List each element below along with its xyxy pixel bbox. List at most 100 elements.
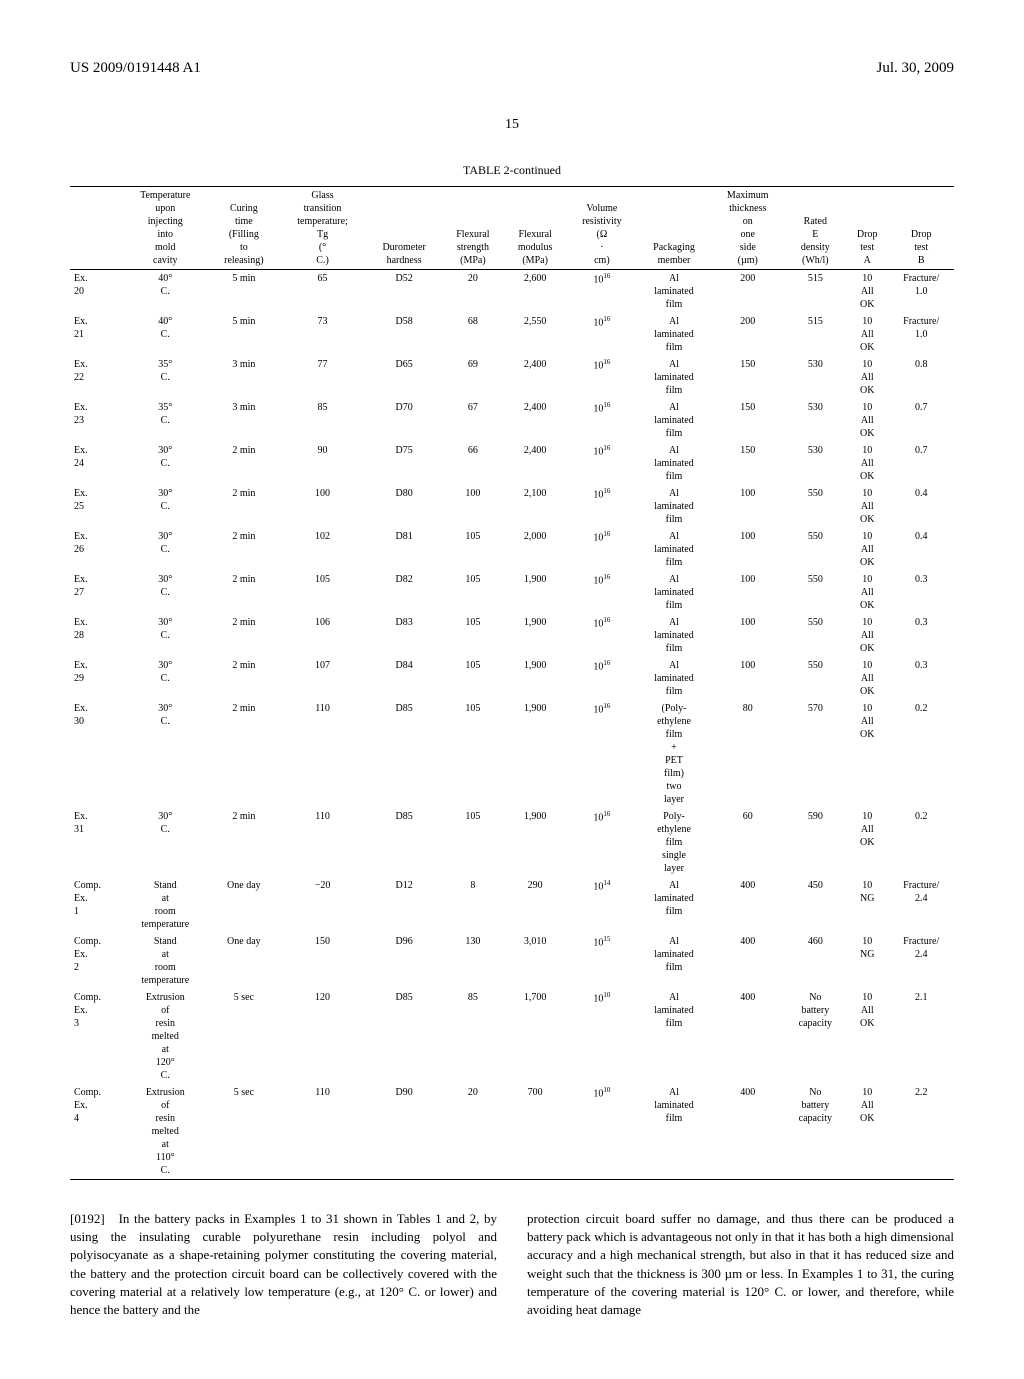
table-cell: 400 — [711, 933, 785, 989]
table-cell: 35°C. — [122, 356, 209, 399]
table-cell: 105 — [442, 657, 503, 700]
table-cell: 2,600 — [504, 270, 567, 314]
table-cell: 90 — [279, 442, 366, 485]
table-cell: 1,700 — [504, 989, 567, 1084]
table-row: Ex.2335°C.3 min85D70672,4001016Allaminat… — [70, 399, 954, 442]
table-cell: 40°C. — [122, 313, 209, 356]
table-cell: D85 — [366, 808, 442, 877]
table-cell: 0.7 — [888, 399, 954, 442]
table-cell: 150 — [711, 399, 785, 442]
table-cell: 1016 — [567, 442, 637, 485]
table-cell: Comp.Ex.1 — [70, 877, 122, 933]
table-cell: 110 — [279, 700, 366, 808]
table-cell: 30°C. — [122, 614, 209, 657]
table-cell: 0.2 — [888, 700, 954, 808]
table-cell: Allaminatedfilm — [637, 485, 711, 528]
table-cell: Allaminatedfilm — [637, 528, 711, 571]
table-cell: 85 — [442, 989, 503, 1084]
table-cell: 2 min — [209, 657, 279, 700]
table-cell: 550 — [785, 657, 846, 700]
table-cell: 30°C. — [122, 485, 209, 528]
table-cell: 1016 — [567, 313, 637, 356]
table-cell: 68 — [442, 313, 503, 356]
table-cell: D82 — [366, 571, 442, 614]
table-cell: 8 — [442, 877, 503, 933]
table-cell: 67 — [442, 399, 503, 442]
table-row: Ex.3030°C.2 min110D851051,9001016(Poly-e… — [70, 700, 954, 808]
column-header: Temperatureuponinjectingintomoldcavity — [122, 187, 209, 270]
table-cell: 1016 — [567, 356, 637, 399]
table-cell: 2 min — [209, 442, 279, 485]
table-cell: 1010 — [567, 1084, 637, 1180]
table-cell: 105 — [442, 571, 503, 614]
table-cell: Ex.29 — [70, 657, 122, 700]
table-cell: 515 — [785, 313, 846, 356]
table-cell: 130 — [442, 933, 503, 989]
table-cell: 0.4 — [888, 528, 954, 571]
table-cell: Allaminatedfilm — [637, 571, 711, 614]
table-row: Ex.2930°C.2 min107D841051,9001016Allamin… — [70, 657, 954, 700]
table-cell: 460 — [785, 933, 846, 989]
table-cell: Fracture/2.4 — [888, 877, 954, 933]
table-cell: 2,400 — [504, 399, 567, 442]
table-cell: 105 — [442, 614, 503, 657]
table-cell: 100 — [711, 614, 785, 657]
table-cell: 150 — [711, 442, 785, 485]
table-row: Ex.2040°C.5 min65D52202,6001016Allaminat… — [70, 270, 954, 314]
column-header: Flexuralstrength(MPa) — [442, 187, 503, 270]
table-row: Ex.2140°C.5 min73D58682,5501016Allaminat… — [70, 313, 954, 356]
table-cell: 1,900 — [504, 808, 567, 877]
table-cell: 0.3 — [888, 571, 954, 614]
table-cell: Fracture/1.0 — [888, 313, 954, 356]
table-cell: 1,900 — [504, 571, 567, 614]
table-cell: 100 — [711, 571, 785, 614]
table-cell: Ex.27 — [70, 571, 122, 614]
table-cell: 30°C. — [122, 571, 209, 614]
table-cell: 2 min — [209, 808, 279, 877]
table-cell: 2.2 — [888, 1084, 954, 1180]
table-cell: 105 — [442, 808, 503, 877]
table-cell: D75 — [366, 442, 442, 485]
table-cell: 530 — [785, 442, 846, 485]
table-cell: 100 — [279, 485, 366, 528]
table-cell: 2,400 — [504, 442, 567, 485]
table-cell: 110 — [279, 1084, 366, 1180]
body-right: protection circuit board suffer no damag… — [527, 1211, 954, 1317]
table-cell: 10NG — [846, 933, 888, 989]
table-cell: 10AllOK — [846, 808, 888, 877]
table-cell: 35°C. — [122, 399, 209, 442]
table-cell: 10AllOK — [846, 313, 888, 356]
table-cell: 290 — [504, 877, 567, 933]
table-cell: 0.2 — [888, 808, 954, 877]
body-left: In the battery packs in Examples 1 to 31… — [70, 1211, 497, 1317]
table-cell: Ex.23 — [70, 399, 122, 442]
table-cell: D81 — [366, 528, 442, 571]
table-cell: 2 min — [209, 700, 279, 808]
table-cell: Allaminatedfilm — [637, 614, 711, 657]
table-cell: 1016 — [567, 528, 637, 571]
table-row: Ex.2630°C.2 min102D811052,0001016Allamin… — [70, 528, 954, 571]
table-cell: Allaminatedfilm — [637, 313, 711, 356]
table-cell: 120 — [279, 989, 366, 1084]
table-cell: D96 — [366, 933, 442, 989]
table-cell: 1016 — [567, 614, 637, 657]
column-header: Curingtime(Fillingtoreleasing) — [209, 187, 279, 270]
table-cell: 10AllOK — [846, 989, 888, 1084]
table-cell: −20 — [279, 877, 366, 933]
table-row: Ex.3130°C.2 min110D851051,9001016Poly-et… — [70, 808, 954, 877]
table-row: Ex.2235°C.3 min77D65692,4001016Allaminat… — [70, 356, 954, 399]
table-cell: 700 — [504, 1084, 567, 1180]
table-row: Comp.Ex.2StandatroomtemperatureOne day15… — [70, 933, 954, 989]
table-cell: D80 — [366, 485, 442, 528]
table-cell: 200 — [711, 313, 785, 356]
table-cell: Extrusionofresinmeltedat120°C. — [122, 989, 209, 1084]
table-cell: 60 — [711, 808, 785, 877]
table-cell: 1010 — [567, 989, 637, 1084]
table-cell: D84 — [366, 657, 442, 700]
table-cell: One day — [209, 933, 279, 989]
table-cell: 10AllOK — [846, 270, 888, 314]
table-cell: Ex.21 — [70, 313, 122, 356]
table-cell: Comp.Ex.2 — [70, 933, 122, 989]
table-cell: 3 min — [209, 399, 279, 442]
publication-date: Jul. 30, 2009 — [876, 60, 954, 77]
